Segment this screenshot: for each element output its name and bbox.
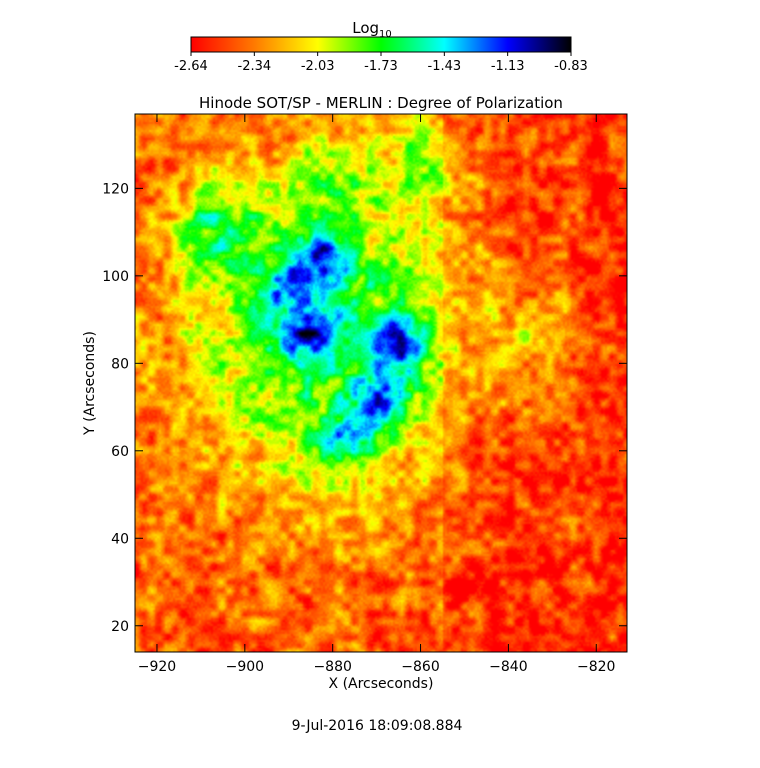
colorbar-ticks: -2.64 -2.34 -2.03 -1.73 -1.43 -1.13 -0.83 [174, 52, 588, 74]
colorbar-label: Log10 [352, 19, 392, 40]
y-tick-label: 20 [111, 619, 129, 635]
colorbar-tick-label: -1.73 [364, 59, 398, 74]
plot-frame [134, 113, 628, 653]
colorbar-tick-label: -2.34 [238, 59, 272, 74]
x-tick-label: −840 [489, 659, 527, 675]
colorbar-tick-label: -1.13 [491, 59, 525, 74]
colorbar-tick-label: -1.43 [428, 59, 462, 74]
colorbar: Log10 -2.64 -2.34 -2.03 -1.73 -1.43 -1.13 -0.8… [174, 19, 588, 74]
y-tick-label: 40 [111, 531, 129, 547]
colorbar-label-subscript: 10 [379, 29, 392, 40]
y-tick-label: 60 [111, 444, 129, 460]
colorbar-tick-label: -2.03 [301, 59, 335, 74]
x-tick-label: −820 [577, 659, 615, 675]
colorbar-tick-label: -0.83 [554, 59, 588, 74]
timestamp: 9-Jul-2016 18:09:08.884 [292, 718, 463, 734]
y-axis-label: Y (Arcseconds) [82, 331, 98, 436]
colorbar-tick-label: -2.64 [174, 59, 208, 74]
y-tick-label: 80 [111, 356, 129, 372]
colorbar-bar [190, 36, 572, 53]
x-tick-label: −860 [401, 659, 439, 675]
x-tick-label: −900 [226, 659, 264, 675]
x-tick-label: −880 [313, 659, 351, 675]
y-tick-label: 120 [102, 181, 129, 197]
y-axis: 20 40 60 80 100 120 [102, 181, 627, 635]
x-axis: −920 −900 −880 −860 −840 −820 [138, 114, 615, 675]
x-tick-label: −920 [138, 659, 176, 675]
heatmap-image [135, 114, 627, 652]
chart-title: Hinode SOT/SP - MERLIN : Degree of Polar… [199, 94, 563, 112]
y-tick-label: 100 [102, 269, 129, 285]
x-axis-label: X (Arcseconds) [329, 676, 434, 692]
